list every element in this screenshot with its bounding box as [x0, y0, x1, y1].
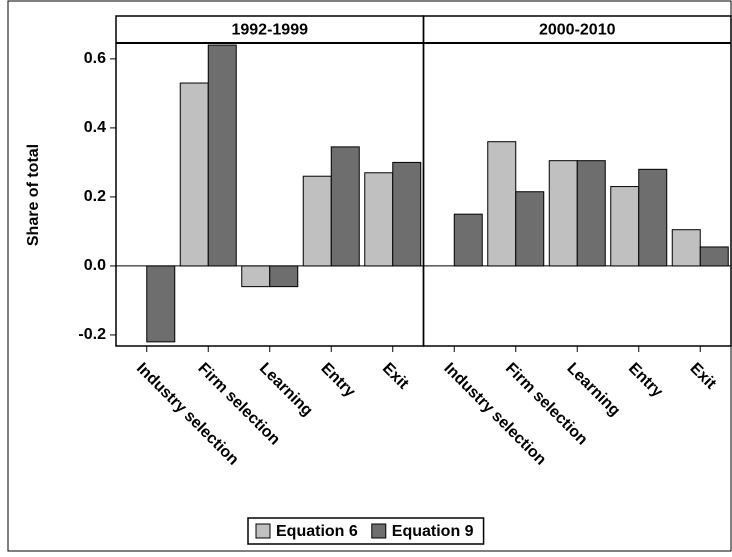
y-tick-label: 0.0 [84, 257, 106, 274]
y-tick-label: 0.4 [84, 119, 106, 136]
x-tick-label: Entry [317, 360, 358, 401]
x-tick-label: Learning [563, 360, 623, 420]
panel-frame [422, 15, 732, 347]
x-tick-label: Entry [625, 360, 666, 401]
y-tick-label: -0.2 [78, 326, 106, 343]
bar [576, 160, 606, 267]
legend-swatch [371, 523, 387, 539]
x-tick-label: Industry selection [133, 360, 242, 469]
bar [671, 229, 701, 267]
bar [487, 141, 517, 267]
bar [207, 44, 237, 267]
panel-title: 1992-1999 [231, 22, 308, 39]
x-tick-label: Industry selection [440, 360, 549, 469]
bar [330, 146, 360, 267]
bar [392, 161, 422, 267]
bar [638, 168, 668, 267]
legend-label: Equation 6 [276, 523, 358, 540]
bar [453, 213, 483, 267]
bar [515, 191, 545, 267]
bar [302, 175, 332, 267]
bar [364, 172, 394, 267]
panel-title: 2000-2010 [539, 22, 616, 39]
legend-frame [247, 517, 485, 545]
bar [269, 265, 299, 288]
y-tick-label: 0.6 [84, 50, 106, 67]
bar [146, 265, 176, 343]
y-tick-label: 0.2 [84, 188, 106, 205]
bar [610, 186, 640, 267]
y-axis-label: Share of total [25, 144, 42, 246]
x-tick-label: Learning [256, 360, 316, 420]
bar [241, 265, 271, 288]
legend-label: Equation 9 [392, 523, 474, 540]
legend-swatch [255, 523, 271, 539]
x-tick-label: Exit [686, 360, 719, 393]
bar [179, 82, 209, 267]
x-tick-label: Exit [379, 360, 412, 393]
legend: Equation 6 Equation 9 [247, 517, 485, 545]
bar [548, 160, 578, 267]
bar [699, 246, 729, 267]
